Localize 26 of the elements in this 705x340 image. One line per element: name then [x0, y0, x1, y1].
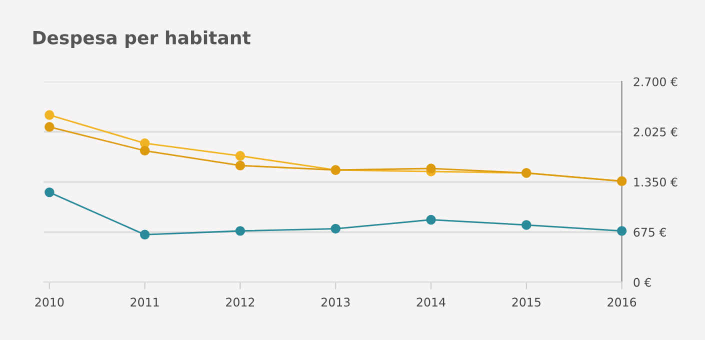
- point: [140, 146, 150, 156]
- point: [426, 214, 436, 225]
- point: [235, 151, 246, 161]
- y-tick-label: 675 €: [634, 228, 666, 237]
- x-tick-label: 2011: [130, 298, 159, 307]
- chart-title: Despesa per habitant: [33, 30, 250, 48]
- point: [330, 224, 340, 234]
- point: [140, 230, 150, 240]
- x-tick-label: 2013: [321, 298, 350, 307]
- point: [44, 110, 54, 120]
- x-tick-label: 2016: [608, 298, 636, 307]
- x-tick-label: 2010: [35, 298, 64, 307]
- y-tick-label: 1.350 €: [634, 178, 678, 187]
- point: [235, 160, 246, 170]
- y-tick-label: 2.025 €: [634, 127, 678, 136]
- point: [44, 187, 54, 198]
- point: [616, 226, 627, 236]
- point: [426, 164, 436, 174]
- y-tick-label: 0 €: [634, 278, 651, 287]
- point: [522, 220, 532, 230]
- x-tick-label: 2015: [512, 298, 540, 307]
- point: [44, 122, 54, 132]
- x-tick-label: 2014: [416, 298, 446, 307]
- point: [235, 226, 246, 236]
- x-tick-label: 2012: [226, 298, 254, 307]
- y-tick-label: 2.700 €: [634, 77, 678, 86]
